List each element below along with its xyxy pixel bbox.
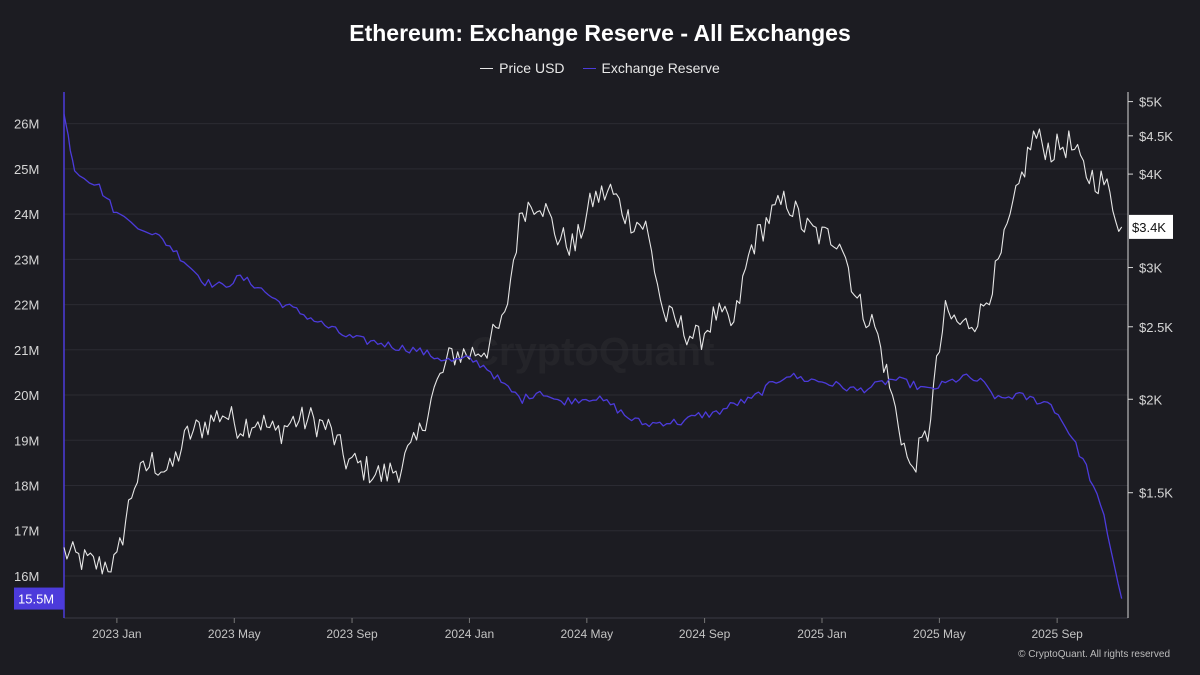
y-left-tick-label: 17M bbox=[14, 524, 39, 539]
y-right-tick-label: $2.5K bbox=[1139, 320, 1173, 335]
y-right-tick-label: $4K bbox=[1139, 167, 1162, 182]
y-left-tick-label: 16M bbox=[14, 569, 39, 584]
price-current-label: $3.4K bbox=[1132, 220, 1166, 235]
price-usd-line bbox=[63, 128, 1123, 575]
exchange-reserve-line bbox=[63, 113, 1123, 599]
x-tick-label: 2023 May bbox=[208, 627, 261, 641]
price-current-tag bbox=[1129, 214, 1173, 239]
y-left-tick-label: 22M bbox=[14, 298, 39, 313]
y-left-tick-label: 20M bbox=[14, 388, 39, 403]
legend-item-price[interactable]: Price USD bbox=[480, 60, 565, 76]
y-left-tick-label: 26M bbox=[14, 117, 39, 132]
x-tick-label: 2025 May bbox=[913, 627, 966, 641]
legend-item-reserve[interactable]: Exchange Reserve bbox=[582, 60, 720, 76]
reserve-swatch bbox=[582, 67, 596, 69]
x-tick-label: 2023 Sep bbox=[326, 627, 378, 641]
y-left-tick-label: 19M bbox=[14, 433, 39, 448]
y-right-tick-label: $1.5K bbox=[1139, 486, 1173, 501]
y-right-tick-label: $2K bbox=[1139, 392, 1162, 407]
y-left-tick-label: 23M bbox=[14, 252, 39, 267]
y-right-tick-label: $5K bbox=[1139, 95, 1162, 110]
y-left-tick-label: 21M bbox=[14, 343, 39, 358]
copyright-footer: © CryptoQuant. All rights reserved bbox=[1018, 649, 1170, 660]
x-tick-label: 2024 May bbox=[560, 627, 613, 641]
y-left-tick-label: 18M bbox=[14, 478, 39, 493]
x-tick-label: 2024 Jan bbox=[445, 627, 494, 641]
x-tick-label: 2024 Sep bbox=[679, 627, 731, 641]
y-right-tick-label: $4.5K bbox=[1139, 129, 1173, 144]
x-tick-label: 2025 Jan bbox=[797, 627, 846, 641]
y-left-tick-label: 25M bbox=[14, 162, 39, 177]
x-tick-label: 2025 Sep bbox=[1031, 627, 1083, 641]
y-left-tick-label: 24M bbox=[14, 207, 39, 222]
legend-label-price: Price USD bbox=[499, 60, 565, 76]
reserve-current-tag bbox=[14, 587, 64, 610]
x-tick-label: 2023 Jan bbox=[92, 627, 141, 641]
y-right-tick-label: $3K bbox=[1139, 261, 1162, 276]
chart-title: Ethereum: Exchange Reserve - All Exchang… bbox=[349, 20, 851, 46]
legend: Price USD Exchange Reserve bbox=[0, 60, 1200, 76]
price-swatch bbox=[480, 67, 494, 69]
reserve-current-label: 15.5M bbox=[18, 592, 54, 607]
legend-label-reserve: Exchange Reserve bbox=[601, 60, 720, 76]
